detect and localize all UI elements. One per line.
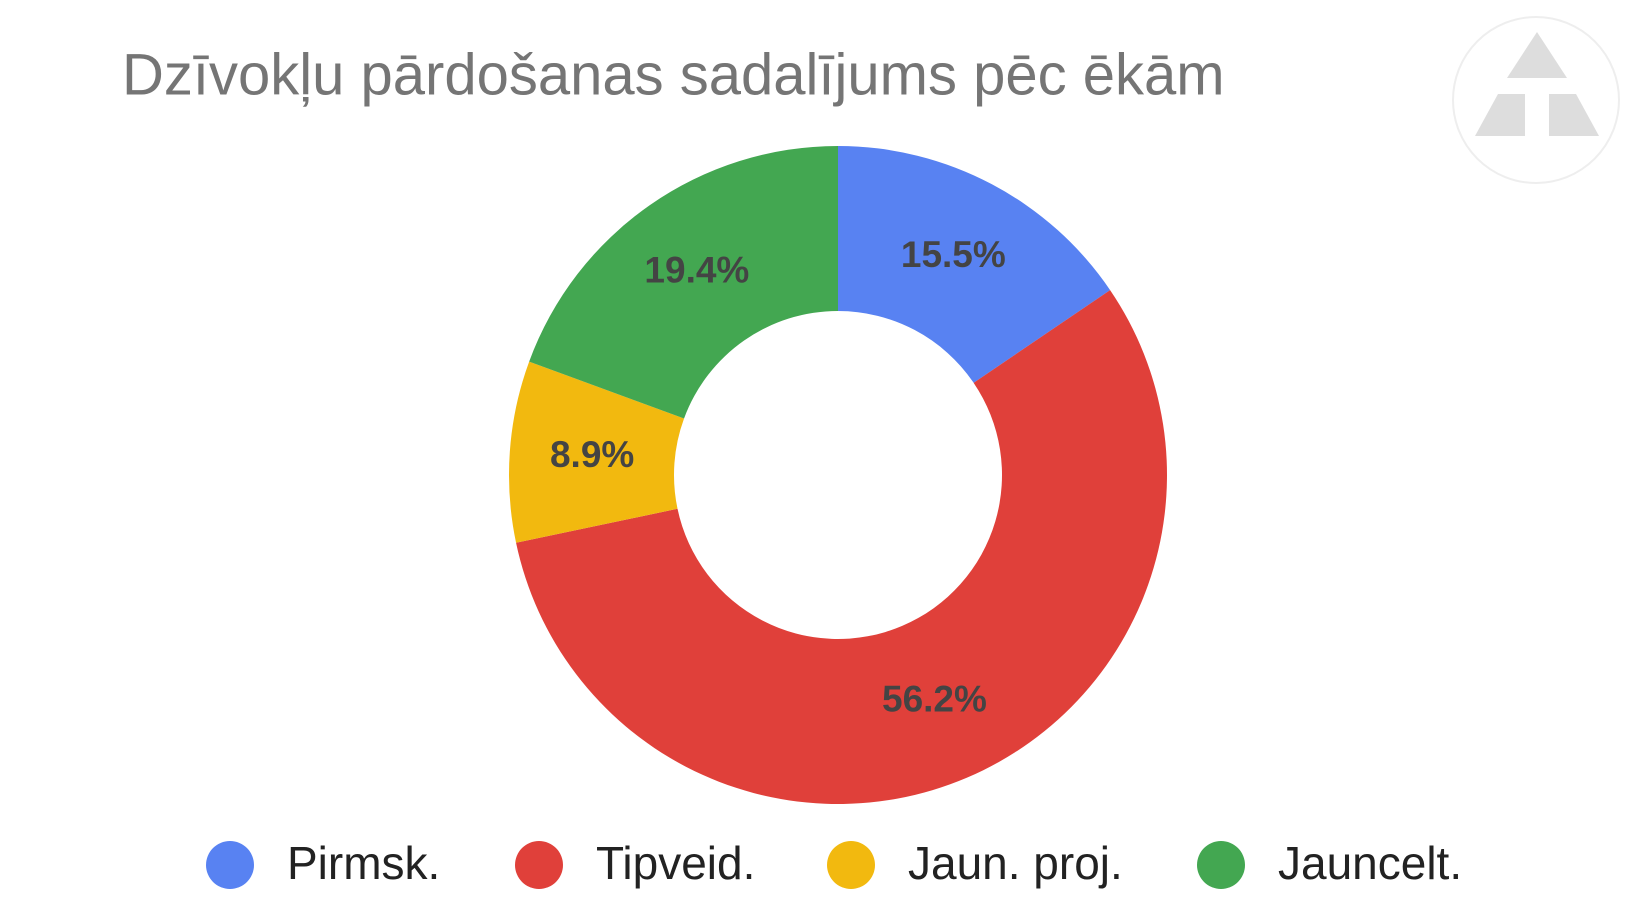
legend-marker [827, 841, 875, 889]
legend-label: Jauncelt. [1278, 837, 1462, 889]
legend-marker [206, 841, 254, 889]
slice-label: 56.2% [882, 679, 987, 720]
slice [509, 361, 685, 543]
slice-label: 8.9% [550, 434, 634, 475]
slice [529, 146, 838, 419]
slice-label: 15.5% [901, 234, 1006, 275]
logo-circle [1452, 16, 1620, 184]
legend-marker [1197, 841, 1245, 889]
slice-label: 19.4% [644, 250, 749, 291]
legend-label: Tipveid. [596, 837, 755, 889]
logo-left [1475, 94, 1525, 136]
logo-top [1507, 32, 1567, 78]
legend-label: Jaun. proj. [908, 837, 1123, 889]
slice [838, 146, 1111, 383]
legend-label: Pirmsk. [287, 837, 440, 889]
logo-right [1549, 94, 1599, 136]
slice [516, 290, 1167, 804]
logo [1452, 16, 1620, 184]
chart-title: Dzīvokļu pārdošanas sadalījums pēc ēkām [122, 42, 1225, 107]
legend-marker [515, 841, 563, 889]
